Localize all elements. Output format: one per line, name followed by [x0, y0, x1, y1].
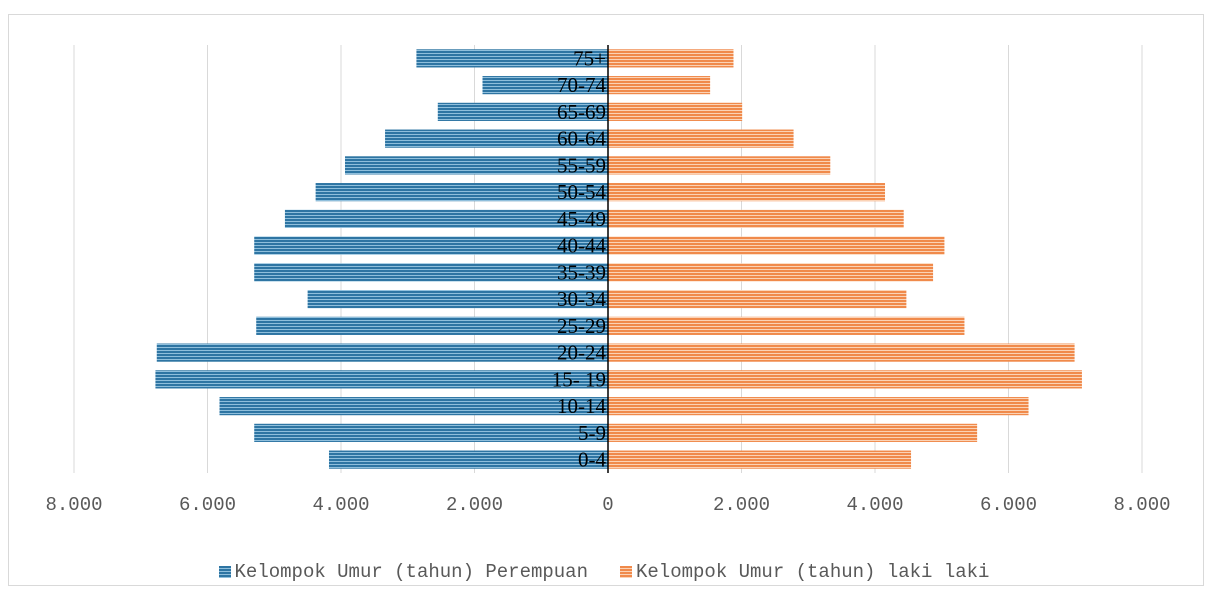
legend-swatch-perempuan: [218, 566, 231, 578]
category-label: 0-4: [578, 448, 606, 472]
x-tick-label: 2.000: [446, 494, 503, 516]
category-label: 40-44: [557, 234, 606, 258]
legend-label-perempuan: Kelompok Umur (tahun) Perempuan: [234, 561, 588, 583]
bar-laki-laki: [608, 183, 886, 202]
x-tick-label: 8.000: [45, 494, 102, 516]
bar-perempuan: [416, 49, 608, 68]
category-label: 10-14: [557, 394, 606, 418]
bar-perempuan: [219, 397, 608, 416]
bar-laki-laki: [608, 290, 907, 309]
bar-laki-laki: [608, 49, 734, 68]
legend-item-perempuan[interactable]: Kelompok Umur (tahun) Perempuan: [218, 561, 588, 583]
bar-laki-laki: [608, 450, 912, 469]
bar-laki-laki: [608, 102, 743, 121]
legend-item-laki-laki[interactable]: Kelompok Umur (tahun) laki laki: [620, 561, 989, 583]
bar-laki-laki: [608, 236, 945, 255]
category-label: 60-64: [557, 127, 606, 151]
bar-perempuan: [256, 316, 608, 335]
bar-laki-laki: [608, 76, 711, 95]
bar-perempuan: [254, 236, 608, 255]
category-label: 15- 19: [552, 367, 606, 391]
bar-perempuan: [385, 129, 608, 148]
bar-laki-laki: [608, 129, 794, 148]
bar-laki-laki: [608, 156, 831, 175]
bar-laki-laki: [608, 423, 978, 442]
x-tick-label: 0: [602, 494, 613, 516]
bar-perempuan: [284, 209, 608, 228]
x-tick-label: 6.000: [980, 494, 1037, 516]
bar-laki-laki: [608, 263, 934, 282]
bar-perempuan: [155, 370, 608, 389]
category-label: 50-54: [557, 180, 606, 204]
x-tick-label: 6.000: [179, 494, 236, 516]
legend: Kelompok Umur (tahun) Perempuan Kelompok…: [0, 558, 1208, 586]
x-tick-label: 8.000: [1113, 494, 1170, 516]
bar-perempuan: [328, 450, 608, 469]
bar-perempuan: [156, 343, 608, 362]
bar-perempuan: [345, 156, 608, 175]
bar-perempuan: [437, 102, 608, 121]
category-label: 25-29: [557, 314, 606, 338]
bar-laki-laki: [608, 316, 965, 335]
bar-perempuan: [482, 76, 608, 95]
category-label: 65-69: [557, 100, 606, 124]
x-tick-label: 2.000: [713, 494, 770, 516]
category-label: 55-59: [557, 153, 606, 177]
category-label: 5-9: [578, 421, 606, 445]
legend-swatch-laki-laki: [620, 566, 632, 578]
legend-label-laki-laki: Kelompok Umur (tahun) laki laki: [636, 561, 990, 583]
bar-laki-laki: [608, 397, 1029, 416]
category-label: 35-39: [557, 260, 606, 284]
bar-perempuan: [254, 263, 608, 282]
x-tick-labels: 8.000 6.000 4.000 2.000 0 2.000 4.000 6.000 8.00…: [45, 494, 1170, 516]
category-label: 45-49: [557, 207, 606, 231]
category-label: 30-34: [557, 287, 606, 311]
bar-perempuan: [307, 290, 608, 309]
x-tick-label: 4.000: [846, 494, 903, 516]
bar-laki-laki: [608, 343, 1075, 362]
bars: [155, 49, 1082, 469]
category-label: 20-24: [557, 341, 606, 365]
x-tick-label: 4.000: [312, 494, 369, 516]
bar-laki-laki: [608, 370, 1082, 389]
bar-laki-laki: [608, 209, 904, 228]
category-label: 70-74: [557, 73, 606, 97]
bar-perempuan: [254, 423, 608, 442]
category-label: 75+: [573, 46, 606, 70]
bar-perempuan: [315, 183, 608, 202]
